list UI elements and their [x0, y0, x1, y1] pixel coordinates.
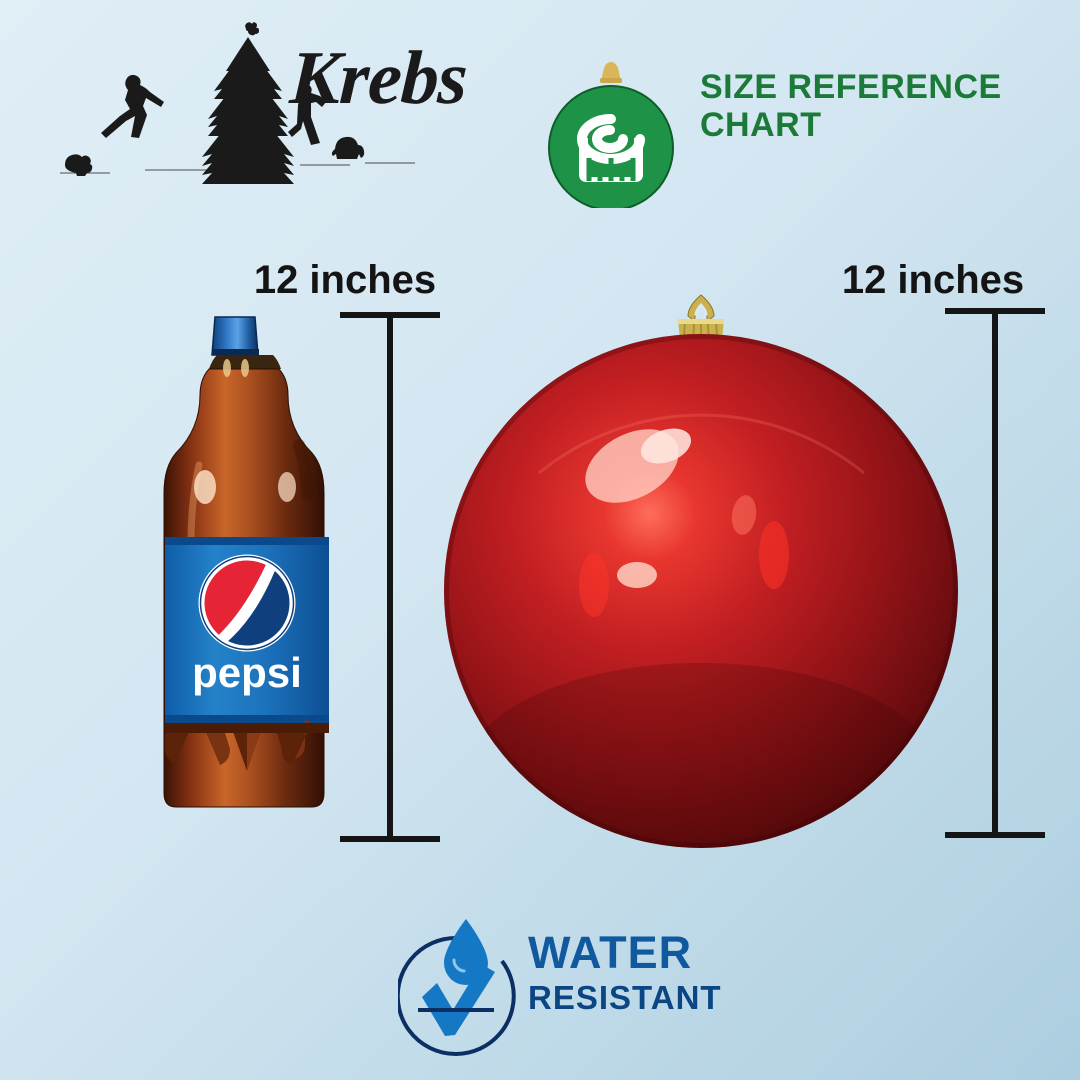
- svg-text:pepsi: pepsi: [192, 649, 302, 696]
